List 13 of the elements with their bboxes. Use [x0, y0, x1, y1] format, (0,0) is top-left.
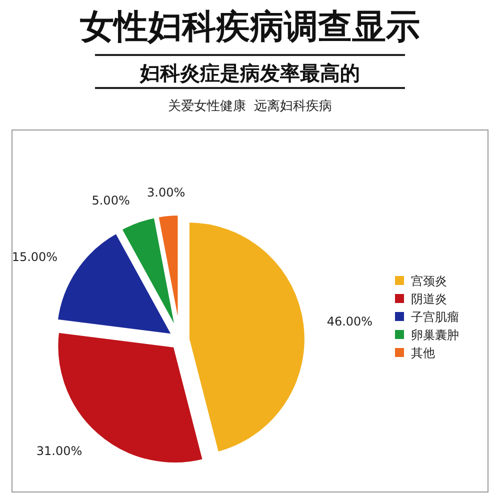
- text: 关爱女性健康 远离妇科疾病: [168, 98, 332, 114]
- chart-subtitle: 妇科炎症是病发率最高的: [139, 61, 360, 85]
- legend-label: 其他: [411, 346, 435, 360]
- legend-label: 卵巢囊肿: [411, 328, 459, 342]
- legend-label: 子宫肌瘤: [411, 310, 459, 324]
- data-label: 3.00%: [147, 186, 186, 200]
- legend-label: 阴道炎: [411, 292, 447, 306]
- legend-label: 宫颈炎: [411, 274, 447, 288]
- data-label: 5.00%: [92, 194, 130, 208]
- data-label: 15.00%: [12, 250, 58, 264]
- data-label: 31.00%: [36, 444, 82, 458]
- data-label: 46.00%: [326, 314, 373, 328]
- chart-title: 女性妇科疾病调查显示: [79, 7, 420, 47]
